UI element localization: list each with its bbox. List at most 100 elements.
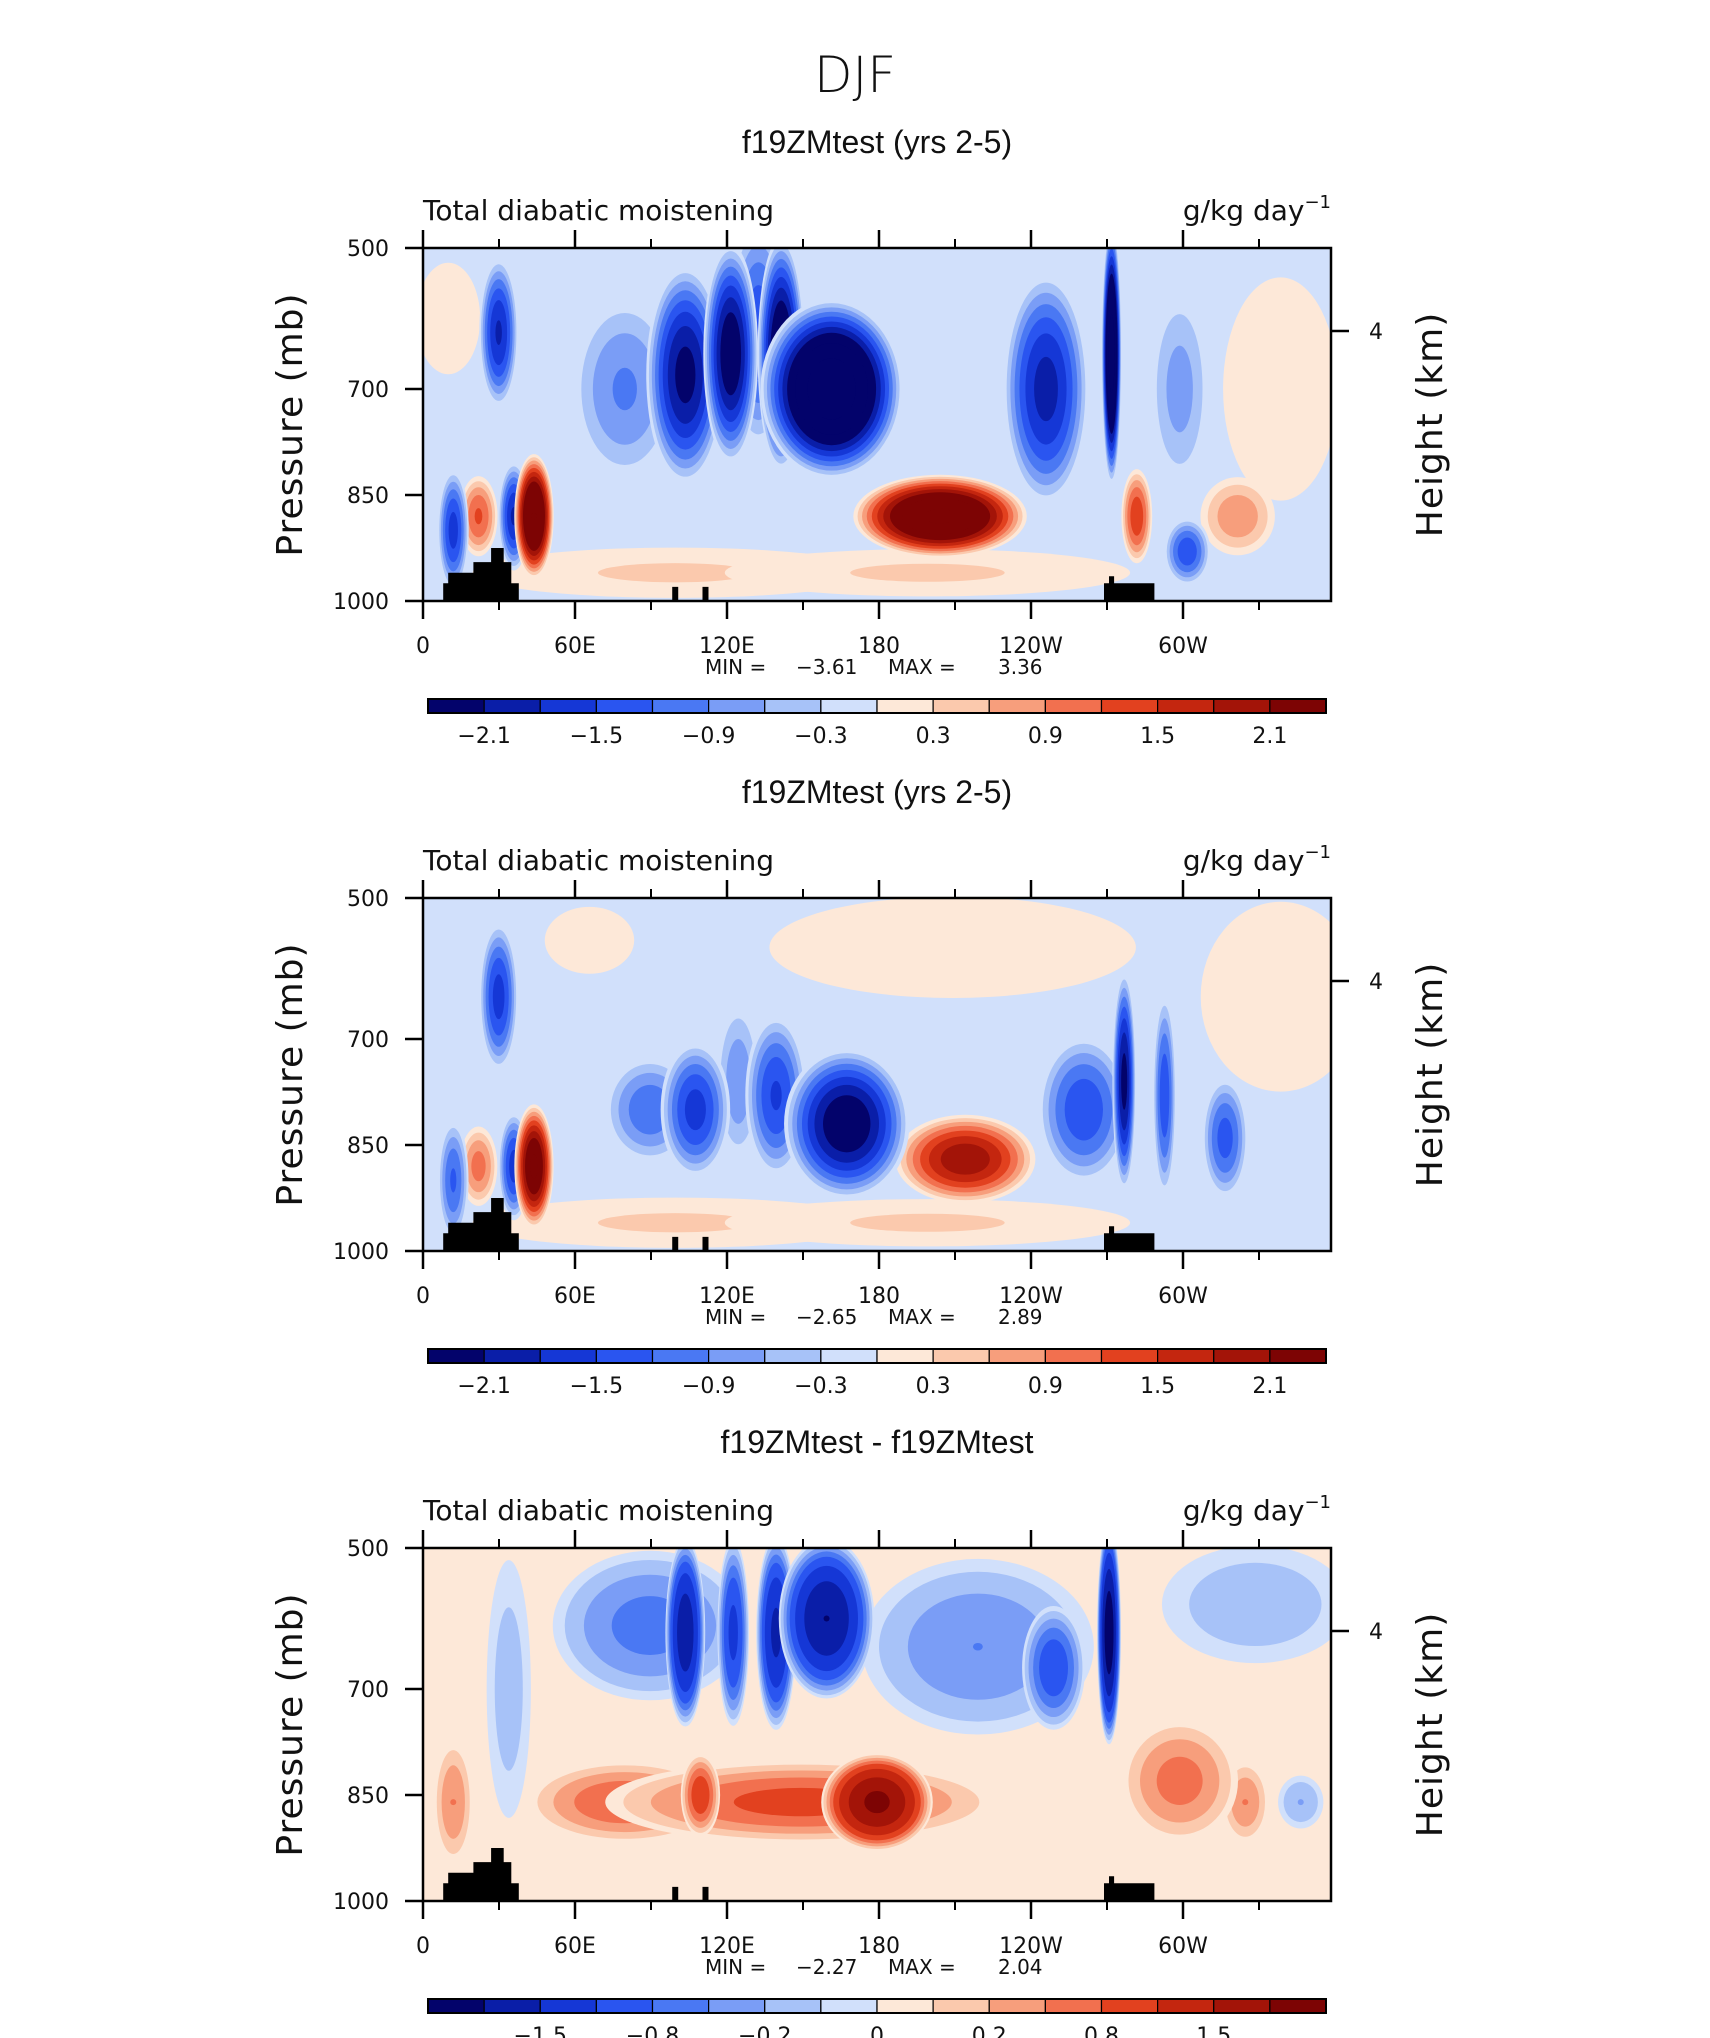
colorbar-cell	[764, 1348, 822, 1364]
contour-region	[544, 906, 635, 974]
contour-region	[597, 1213, 753, 1233]
y-axis-label: Pressure (mb)	[270, 942, 311, 1206]
topography-mask	[672, 1886, 679, 1901]
contour-region	[675, 346, 696, 404]
contour-region	[1189, 1562, 1322, 1647]
colorbar-label: −1.5	[514, 2024, 567, 2038]
contour-region	[530, 513, 537, 520]
colorbar-cell	[876, 698, 934, 714]
y-tick-label: 1000	[333, 590, 389, 615]
contour-region	[1156, 1756, 1203, 1806]
plot-frame	[421, 896, 1333, 1253]
contour-region	[471, 1151, 486, 1182]
colorbar-cell	[764, 1998, 822, 2014]
contour-region	[628, 1084, 672, 1135]
contour-region	[771, 1607, 782, 1658]
panel-title: f19ZMtest - f19ZMtest	[721, 1424, 1034, 1460]
colorbar-label: 0	[870, 2024, 884, 2038]
units-label: g/kg day−1	[1183, 1492, 1331, 1527]
y-tick-label: 1000	[333, 1240, 389, 1265]
colorbar-frame	[427, 698, 1327, 714]
units-exponent: −1	[1304, 842, 1331, 863]
heatmap-field	[423, 248, 1331, 601]
variable-label: Total diabatic moistening	[422, 194, 774, 227]
colorbar-cell	[651, 1998, 710, 2014]
x-tick-label: 0	[416, 1284, 430, 1309]
contour-region	[1217, 1117, 1233, 1159]
colorbar-cell	[539, 1998, 597, 2014]
max-value: 2.04	[998, 1955, 1043, 1979]
plot-frame	[421, 246, 1333, 603]
contour-region	[1166, 345, 1193, 433]
units-text: g/kg day	[1183, 1494, 1305, 1527]
contour-region	[1177, 537, 1197, 566]
main-title: DJF	[814, 46, 896, 104]
colorbar-cell	[876, 1998, 934, 2014]
contour-region	[823, 1095, 871, 1153]
colorbar-label: 0.2	[972, 2024, 1007, 2038]
colorbar-cell	[539, 1348, 597, 1364]
min-value: −2.65	[796, 1305, 857, 1329]
colorbar-label: −1.5	[570, 724, 623, 749]
topography-mask	[443, 1848, 519, 1901]
variable-label: Total diabatic moistening	[422, 844, 774, 877]
colorbar-cell	[1044, 1998, 1103, 2014]
topography-mask	[702, 1886, 709, 1901]
colorbar-cell	[708, 698, 766, 714]
colorbar-frame	[427, 1348, 1327, 1364]
colorbar-label: 0.8	[1084, 2024, 1119, 2038]
right-y-axis-label: Height (km)	[1410, 312, 1451, 537]
contour-region	[530, 1154, 538, 1179]
y-tick-label: 850	[347, 1134, 389, 1159]
x-tick-label: 60W	[1158, 1284, 1208, 1309]
colorbar-cell	[651, 1348, 710, 1364]
colorbar-cell	[539, 698, 597, 714]
contour-region	[807, 358, 856, 420]
colorbar-label: 1.5	[1196, 2024, 1231, 2038]
colorbar-label: −0.3	[794, 1374, 847, 1399]
colorbar-cell	[1100, 1348, 1159, 1364]
max-label: MAX =	[888, 1955, 956, 1979]
contour-region	[940, 1143, 990, 1175]
x-tick-label: 120W	[999, 1934, 1063, 1959]
contour-region	[1200, 901, 1331, 1092]
x-tick-label: 60W	[1158, 1934, 1208, 1959]
colorbar-cell	[595, 1998, 654, 2014]
contour-region	[474, 508, 483, 525]
units-text: g/kg day	[1183, 194, 1305, 227]
units-exponent: −1	[1304, 1492, 1331, 1513]
y-tick-label: 1000	[333, 1890, 389, 1915]
colorbar-cell	[427, 1998, 485, 2014]
contour-region	[728, 1604, 738, 1661]
panel-title: f19ZMtest (yrs 2-5)	[742, 774, 1012, 810]
contour-region	[769, 898, 1136, 999]
max-value: 2.89	[998, 1305, 1043, 1329]
colorbar-cell	[1157, 1998, 1215, 2014]
x-tick-label: 180	[858, 1934, 900, 1959]
colorbar-cell	[483, 698, 541, 714]
min-label: MIN =	[705, 655, 766, 679]
colorbar-label: 0.3	[916, 1374, 951, 1399]
contour-region	[1039, 1639, 1069, 1697]
y-tick-label: 500	[347, 237, 389, 262]
y-tick-label: 700	[347, 1028, 389, 1053]
right-y-axis-label: Height (km)	[1410, 1612, 1451, 1837]
colorbar-cell	[1157, 698, 1215, 714]
y-tick-label: 500	[347, 887, 389, 912]
contour-region	[972, 1642, 983, 1651]
colorbar-cell	[708, 1998, 766, 2014]
contour-region	[864, 1790, 890, 1814]
topography-mask	[443, 548, 519, 601]
contour-region	[1223, 277, 1331, 501]
contour-region	[850, 563, 1005, 582]
colorbar-cell	[932, 1998, 990, 2014]
x-tick-label: 120E	[699, 1284, 755, 1309]
colorbar-cell	[1269, 1348, 1327, 1364]
colorbar-label: −0.9	[682, 724, 735, 749]
colorbar-cell	[1044, 698, 1103, 714]
colorbar-cell	[483, 1998, 541, 2014]
colorbar-cell	[1157, 1348, 1215, 1364]
contour-region	[448, 511, 458, 549]
y-tick-label: 700	[347, 378, 389, 403]
contour-region	[720, 312, 742, 396]
